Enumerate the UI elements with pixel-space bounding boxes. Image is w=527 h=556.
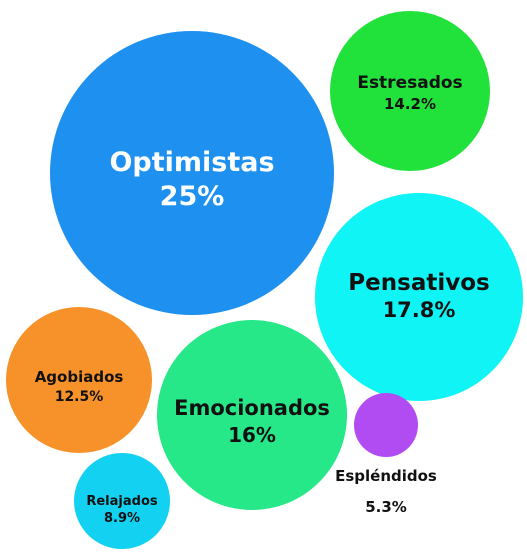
bubble-label-emocionados: Emocionados [174, 396, 330, 420]
bubble-pensativos [315, 193, 523, 401]
bubble-relajados [74, 453, 170, 549]
bubble-estresados [330, 11, 490, 171]
bubble-agobiados [6, 307, 152, 453]
bubble-value-esplendidos: 5.3% [365, 498, 407, 516]
bubble-value-optimistas: 25% [160, 181, 225, 212]
bubble-label-pensativos: Pensativos [348, 270, 489, 296]
bubble-optimistas [50, 31, 334, 315]
bubble-label-estresados: Estresados [357, 73, 462, 93]
bubble-value-agobiados: 12.5% [55, 389, 104, 405]
bubble-value-emocionados: 16% [228, 423, 276, 447]
bubble-label-esplendidos: Espléndidos [335, 467, 437, 485]
bubble-esplendidos [354, 393, 418, 457]
bubble-value-estresados: 14.2% [384, 95, 436, 113]
bubble-emocionados [157, 320, 347, 510]
bubble-value-relajados: 8.9% [104, 511, 140, 526]
bubble-label-relajados: Relajados [86, 494, 158, 509]
bubble-label-optimistas: Optimistas [109, 147, 274, 178]
bubble-label-agobiados: Agobiados [35, 368, 124, 386]
bubble-value-pensativos: 17.8% [383, 298, 456, 322]
